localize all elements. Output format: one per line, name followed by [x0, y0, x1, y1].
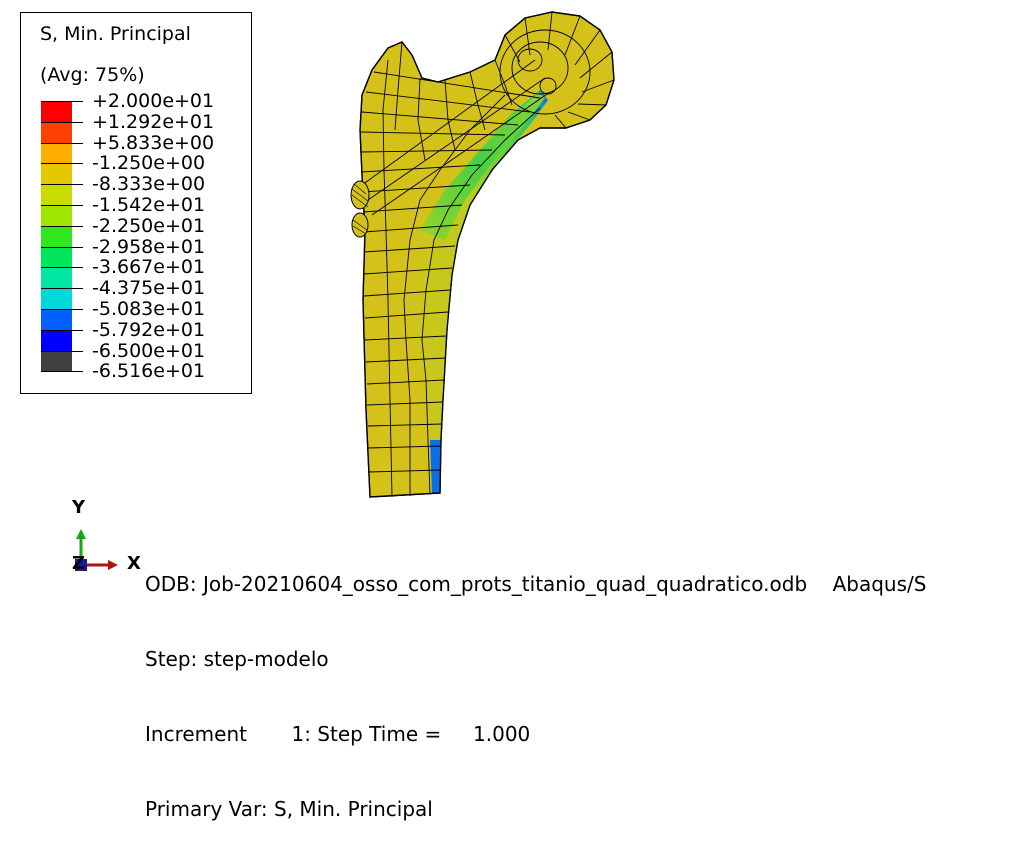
colorbar-label: -1.250e+00 — [92, 152, 206, 175]
colorbar-label: -3.667e+01 — [92, 256, 206, 279]
colorbar-tick — [41, 163, 83, 165]
info-block: ODB: Job-20210604_osso_com_prots_titanio… — [145, 522, 926, 847]
colorbar-tick — [41, 142, 83, 144]
increment-line: Increment 1: Step Time = 1.000 — [145, 722, 531, 746]
primary-var-line: Primary Var: S, Min. Principal — [145, 797, 433, 821]
colorbar — [41, 101, 72, 372]
colorbar-label: -5.083e+01 — [92, 298, 206, 320]
colorbar-tick — [41, 225, 83, 227]
z-axis-label: Z — [72, 553, 86, 574]
neck-band — [420, 92, 545, 240]
colorbar-label: +2.000e+01 — [92, 90, 215, 112]
odb-line: ODB: Job-20210604_osso_com_prots_titanio… — [145, 572, 927, 596]
colorbar-segment — [41, 163, 72, 185]
colorbar-tick — [41, 184, 83, 186]
colorbar-segment — [41, 350, 72, 372]
colorbar-label: -1.542e+01 — [92, 194, 206, 216]
legend-title: S, Min. Principal — [40, 23, 191, 45]
colorbar-label: +5.833e+00 — [92, 131, 215, 154]
colorbar-tick — [41, 288, 83, 290]
colorbar-segment — [41, 121, 72, 143]
colorbar-segment — [41, 204, 72, 226]
colorbar-segment — [41, 184, 72, 205]
colorbar-label: -2.958e+01 — [92, 235, 206, 258]
peak-region — [430, 440, 441, 494]
colorbar-tick — [41, 205, 83, 206]
colorbar-label: -5.792e+01 — [92, 318, 206, 341]
colorbar-label: +1.292e+01 — [92, 110, 215, 133]
colorbar-tick — [41, 309, 83, 310]
colorbar-tick — [41, 267, 83, 269]
colorbar-tick — [41, 371, 83, 373]
legend-subtitle: (Avg: 75%) — [40, 64, 145, 86]
colorbar-segment — [41, 329, 72, 351]
colorbar-segment — [41, 101, 72, 122]
stress-band — [405, 90, 548, 494]
colorbar-segment — [41, 246, 72, 268]
colorbar-segment — [41, 267, 72, 289]
step-line: Step: step-modelo — [145, 647, 329, 671]
colorbar-tick — [41, 350, 83, 352]
x-axis-label: X — [127, 553, 141, 574]
colorbar-segment — [41, 142, 72, 164]
colorbar-label: -8.333e+00 — [92, 173, 206, 196]
colorbar-label: -4.375e+01 — [92, 277, 206, 300]
z-axis-marker — [75, 559, 87, 571]
colorbar-tick — [41, 329, 83, 331]
colorbar-tick — [41, 101, 83, 102]
colorbar-label: -6.516e+01 — [92, 360, 206, 383]
colorbar-segment — [41, 288, 72, 309]
colorbar-label: -6.500e+01 — [92, 339, 206, 362]
colorbar-segment — [41, 225, 72, 247]
colorbar-label: -2.250e+01 — [92, 214, 206, 237]
femur-mesh — [350, 11, 615, 498]
y-axis-label: Y — [72, 497, 86, 518]
axis-triad — [75, 529, 118, 571]
colorbar-tick — [41, 246, 83, 248]
mesh-lines — [360, 11, 615, 498]
colorbar-tick — [41, 121, 83, 123]
colorbar-segment — [41, 308, 72, 330]
